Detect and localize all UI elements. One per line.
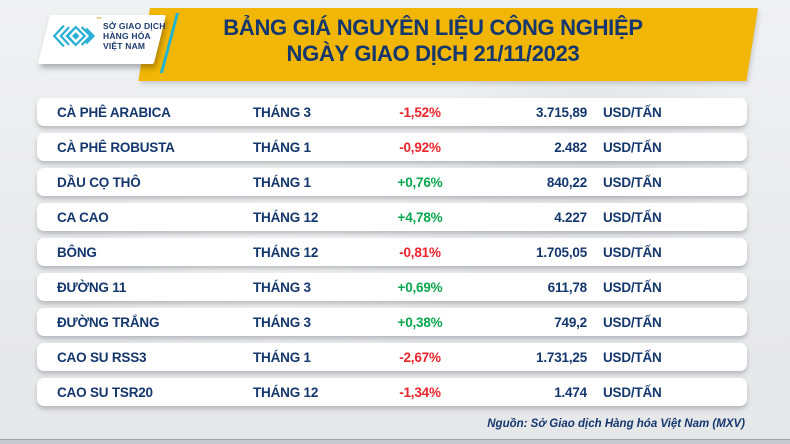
table-row: CAO SU RSS3 THÁNG 1 -2,67% 1.731,25 USD/… — [37, 343, 747, 371]
price-unit: USD/TẤN — [603, 349, 662, 365]
table-row: BÔNG THÁNG 12 -0,81% 1.705,05 USD/TẤN — [37, 238, 747, 266]
change-percent: +0,69% — [397, 279, 443, 295]
source-note: Nguồn: Sở Giao dịch Hàng hóa Việt Nam (M… — [487, 418, 745, 430]
logo-text-line3: VIỆT NAM — [103, 41, 146, 51]
price-value: 3.715,89 — [536, 104, 587, 120]
contract-month: THÁNG 12 — [253, 209, 319, 225]
commodity-name: CAO SU TSR20 — [57, 384, 153, 400]
change-percent: -0,81% — [399, 244, 441, 260]
commodity-name: BÔNG — [57, 244, 97, 260]
contract-month: THÁNG 3 — [253, 279, 311, 295]
logo-text-line1: SỞ GIAO DỊCH — [103, 21, 166, 31]
table-row: CAO SU TSR20 THÁNG 12 -1,34% 1.474 USD/T… — [37, 378, 747, 406]
change-percent: -1,52% — [399, 104, 441, 120]
table-row: ĐƯỜNG 11 THÁNG 3 +0,69% 611,78 USD/TẤN — [37, 273, 747, 301]
mxv-chevron-icon: ™ — [52, 17, 102, 51]
table-row: DẦU CỌ THÔ THÁNG 1 +0,76% 840,22 USD/TẤN — [37, 168, 747, 196]
commodity-name: DẦU CỌ THÔ — [57, 174, 141, 190]
price-unit: USD/TẤN — [603, 174, 662, 190]
price-unit: USD/TẤN — [603, 314, 662, 330]
commodity-name: CAO SU RSS3 — [57, 349, 147, 365]
mxv-logo: ™ SỞ GIAO DỊCH HÀNG HÓA VIỆT NAM — [52, 17, 166, 51]
price-unit: USD/TẤN — [603, 139, 662, 155]
contract-month: THÁNG 1 — [253, 139, 311, 155]
commodity-name: ĐƯỜNG 11 — [57, 279, 127, 295]
price-value: 2.482 — [554, 139, 587, 155]
contract-month: THÁNG 3 — [253, 104, 311, 120]
change-percent: -2,67% — [399, 349, 441, 365]
title-line1: BẢNG GIÁ NGUYÊN LIỆU CÔNG NGHIỆP — [223, 15, 643, 40]
change-percent: +4,78% — [397, 209, 443, 225]
contract-month: THÁNG 1 — [253, 174, 311, 190]
page-title: BẢNG GIÁ NGUYÊN LIỆU CÔNG NGHIỆP NGÀY GI… — [150, 15, 716, 67]
price-unit: USD/TẤN — [603, 104, 662, 120]
table-row: CÀ PHÊ ROBUSTA THÁNG 1 -0,92% 2.482 USD/… — [37, 133, 747, 161]
table-row: ĐƯỜNG TRẮNG THÁNG 3 +0,38% 749,2 USD/TẤN — [37, 308, 747, 336]
commodity-name: CA CAO — [57, 209, 109, 225]
change-percent: -0,92% — [399, 139, 441, 155]
price-value: 1.731,25 — [536, 349, 587, 365]
price-value: 1.705,05 — [536, 244, 587, 260]
commodity-name: CÀ PHÊ ARABICA — [57, 104, 171, 120]
contract-month: THÁNG 12 — [253, 384, 319, 400]
price-table: CÀ PHÊ ARABICA THÁNG 3 -1,52% 3.715,89 U… — [37, 98, 747, 413]
commodity-name: CÀ PHÊ ROBUSTA — [57, 139, 175, 155]
commodity-name: ĐƯỜNG TRẮNG — [57, 314, 160, 330]
title-line2: NGÀY GIAO DỊCH 21/11/2023 — [286, 41, 580, 66]
bottom-edge — [0, 439, 790, 444]
contract-month: THÁNG 12 — [253, 244, 319, 260]
price-value: 1.474 — [554, 384, 587, 400]
table-row: CA CAO THÁNG 12 +4,78% 4.227 USD/TẤN — [37, 203, 747, 231]
logo-text-line2: HÀNG HÓA — [103, 31, 151, 41]
change-percent: +0,38% — [397, 314, 443, 330]
price-value: 749,2 — [554, 314, 587, 330]
price-unit: USD/TẤN — [603, 384, 662, 400]
price-value: 840,22 — [546, 174, 587, 190]
contract-month: THÁNG 1 — [253, 349, 311, 365]
price-unit: USD/TẤN — [603, 209, 662, 225]
price-unit: USD/TẤN — [603, 279, 662, 295]
table-row: CÀ PHÊ ARABICA THÁNG 3 -1,52% 3.715,89 U… — [37, 98, 747, 126]
change-percent: -1,34% — [399, 384, 441, 400]
price-unit: USD/TẤN — [603, 244, 662, 260]
change-percent: +0,76% — [397, 174, 443, 190]
price-value: 611,78 — [547, 279, 588, 295]
contract-month: THÁNG 3 — [253, 314, 311, 330]
mxv-logo-text: SỞ GIAO DỊCH HÀNG HÓA VIỆT NAM — [103, 21, 166, 51]
price-value: 4.227 — [554, 209, 587, 225]
trademark-symbol: ™ — [96, 17, 102, 23]
